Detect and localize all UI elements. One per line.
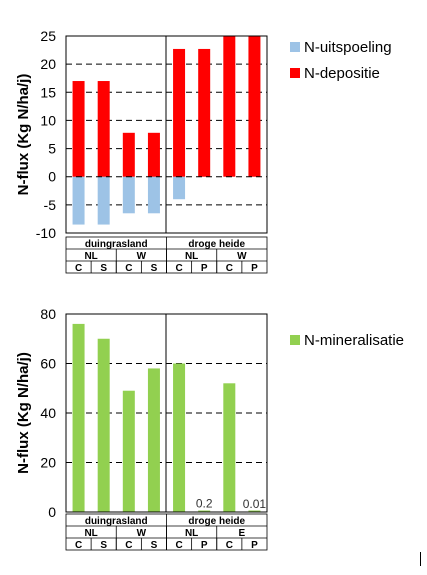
category-label: P [251, 263, 258, 274]
text-cursor [420, 552, 421, 566]
legend-label: N-mineralisatie [304, 332, 404, 349]
bar-n-depositie [198, 48, 211, 177]
group-label-level2: W [137, 528, 147, 539]
y-tick-label: -10 [36, 225, 56, 241]
category-label: C [175, 540, 182, 551]
y-tick-label: 25 [40, 28, 56, 44]
group-label-level2: NL [185, 251, 198, 262]
bar-n-uitspoeling [97, 176, 110, 225]
legend-swatch [290, 335, 300, 345]
bar-n-mineralisatie [198, 510, 211, 512]
legend-swatch [290, 42, 300, 52]
bar-n-mineralisatie [97, 338, 110, 512]
category-label: S [100, 263, 107, 274]
group-label-level2: E [239, 528, 246, 539]
bar-n-depositie [147, 132, 160, 177]
bar-n-mineralisatie [147, 368, 160, 512]
bar-n-mineralisatie [248, 510, 261, 512]
bar-n-depositie [173, 48, 186, 177]
bar-n-uitspoeling [147, 176, 160, 214]
group-label-level2: NL [84, 528, 97, 539]
y-tick-label: 15 [40, 84, 56, 100]
group-label-level2: NL [185, 528, 198, 539]
y-tick-label: 80 [40, 306, 56, 322]
bar-n-depositie [223, 36, 236, 177]
bar-n-mineralisatie [72, 323, 85, 512]
group-label-level1: droge heide [188, 516, 245, 527]
category-label: S [100, 540, 107, 551]
category-label: S [151, 263, 158, 274]
group-label-level2: W [237, 251, 247, 262]
y-tick-label: 10 [40, 112, 56, 128]
y-tick-label: 40 [40, 405, 56, 421]
y-tick-label: 0 [48, 504, 56, 520]
bar-n-depositie [122, 132, 135, 177]
bar-n-mineralisatie [223, 383, 236, 512]
group-label-level1: droge heide [188, 239, 245, 250]
category-label: P [201, 540, 208, 551]
category-label: C [226, 540, 233, 551]
group-label-level2: W [137, 251, 147, 262]
category-label: C [226, 263, 233, 274]
bar-n-mineralisatie [173, 363, 186, 512]
bar-n-uitspoeling [72, 176, 85, 225]
y-tick-label: 20 [40, 455, 56, 471]
data-label: 0.01 [243, 497, 267, 511]
group-label-level1: duingrasland [85, 239, 148, 250]
bar-n-depositie [72, 81, 85, 177]
data-label: 0.2 [196, 497, 213, 511]
category-label: C [75, 540, 82, 551]
category-label: S [151, 540, 158, 551]
legend-swatch [290, 68, 300, 78]
bar-n-depositie [97, 81, 110, 177]
y-axis-label: N-flux (Kg N/ha/j) [15, 352, 32, 474]
bar-n-depositie [248, 36, 261, 177]
category-label: C [175, 263, 182, 274]
category-label: P [201, 263, 208, 274]
y-tick-label: 60 [40, 356, 56, 372]
category-label: P [251, 540, 258, 551]
y-tick-label: 0 [48, 169, 56, 185]
y-tick-label: -5 [44, 197, 57, 213]
bar-n-mineralisatie [122, 390, 135, 512]
bar-n-uitspoeling [173, 176, 186, 200]
category-label: C [75, 263, 82, 274]
y-tick-label: 20 [40, 56, 56, 72]
y-tick-label: 5 [48, 141, 56, 157]
legend-label: N-uitspoeling [304, 39, 392, 56]
bar-n-uitspoeling [122, 176, 135, 214]
y-axis-label: N-flux (Kg N/ha/j) [15, 74, 32, 196]
group-label-level1: duingrasland [85, 516, 148, 527]
category-label: C [125, 540, 132, 551]
category-label: C [125, 263, 132, 274]
group-label-level2: NL [84, 251, 97, 262]
legend-label: N-depositie [304, 65, 380, 82]
